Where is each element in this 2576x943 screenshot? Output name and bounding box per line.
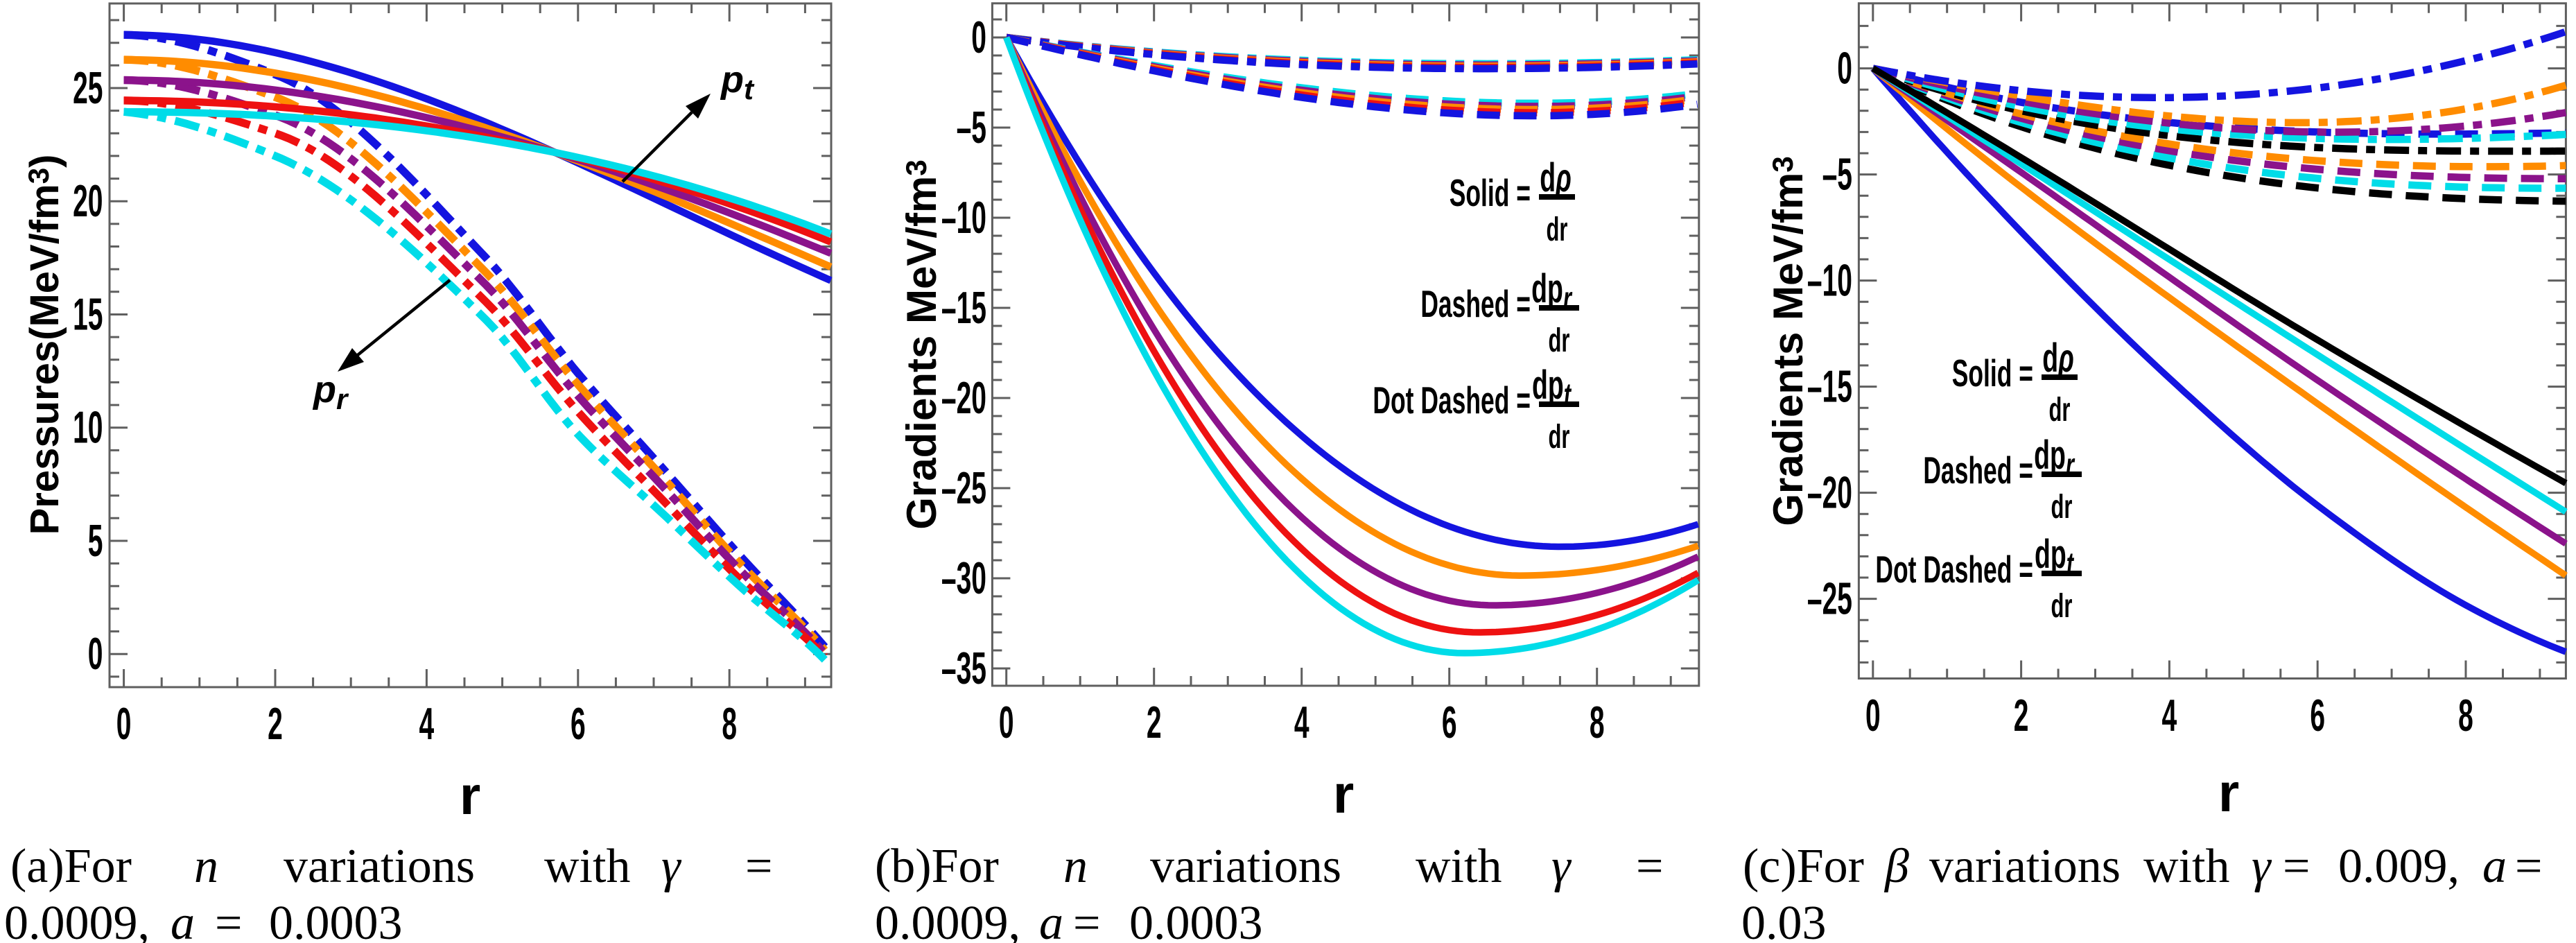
- svg-text:6: 6: [2310, 691, 2325, 741]
- svg-text:Gradients MeV/fm3: Gradients MeV/fm3: [1765, 156, 1811, 526]
- svg-text:β: β: [1883, 840, 1909, 893]
- svg-text:–5: –5: [957, 103, 986, 153]
- svg-text:γ: γ: [2252, 840, 2272, 893]
- svg-text:20: 20: [73, 176, 103, 227]
- svg-text:0.0003: 0.0003: [1129, 897, 1263, 943]
- svg-text:0: 0: [999, 698, 1014, 748]
- svg-text:8: 8: [2458, 691, 2473, 741]
- svg-text:(a)For: (a)For: [10, 840, 132, 893]
- svg-text:dr: dr: [1549, 417, 1570, 456]
- svg-text:0: 0: [88, 629, 103, 680]
- svg-text:5: 5: [88, 516, 103, 566]
- svg-text:0.0009,: 0.0009,: [875, 897, 1020, 943]
- svg-text:–25: –25: [1807, 573, 1852, 624]
- svg-text:(b)For: (b)For: [875, 840, 999, 893]
- svg-text:0.009,: 0.009,: [2338, 840, 2460, 893]
- svg-text:0.03: 0.03: [1741, 897, 1827, 943]
- svg-text:0: 0: [971, 12, 986, 63]
- svg-text:Pressures(MeV/fm3): Pressures(MeV/fm3): [22, 155, 67, 535]
- svg-text:10: 10: [73, 402, 103, 453]
- svg-text:Solid =: Solid =: [1952, 352, 2033, 395]
- svg-text:with: with: [1416, 840, 1502, 893]
- svg-text:0: 0: [116, 699, 132, 750]
- svg-text:dr: dr: [1549, 321, 1570, 359]
- svg-text:dr: dr: [1547, 210, 1568, 248]
- svg-text:=: =: [1073, 897, 1100, 943]
- svg-text:(c)For: (c)For: [1743, 840, 1864, 893]
- svg-text:–30: –30: [941, 553, 986, 604]
- svg-text:Dot Dashed =: Dot Dashed =: [1875, 548, 2033, 591]
- svg-text:γ: γ: [1551, 840, 1572, 893]
- svg-text:=: =: [745, 840, 772, 893]
- svg-text:15: 15: [73, 289, 103, 340]
- svg-text:25: 25: [73, 63, 103, 114]
- svg-text:4: 4: [419, 699, 435, 750]
- svg-text:–10: –10: [941, 193, 986, 243]
- svg-text:a: a: [2482, 840, 2507, 893]
- svg-text:a: a: [1039, 897, 1063, 943]
- svg-text:dr: dr: [2051, 487, 2073, 526]
- svg-text:Dot Dashed =: Dot Dashed =: [1373, 379, 1531, 422]
- svg-text:6: 6: [1442, 698, 1457, 748]
- svg-text:–10: –10: [1807, 255, 1852, 306]
- svg-text:–20: –20: [1807, 467, 1852, 518]
- svg-text:Solid =: Solid =: [1450, 171, 1531, 214]
- svg-text:Gradients MeV/fm3: Gradients MeV/fm3: [898, 159, 945, 529]
- svg-text:with: with: [2143, 840, 2229, 893]
- svg-text:n: n: [1063, 840, 1088, 893]
- svg-text:–20: –20: [941, 373, 986, 424]
- svg-text:4: 4: [1294, 698, 1309, 748]
- svg-text:8: 8: [1590, 698, 1605, 748]
- svg-text:8: 8: [722, 699, 737, 750]
- svg-text:=: =: [2283, 840, 2310, 893]
- svg-text:–15: –15: [1807, 361, 1852, 412]
- svg-text:r: r: [1333, 763, 1354, 824]
- svg-text:n: n: [194, 840, 218, 893]
- svg-text:0.0009,: 0.0009,: [4, 897, 150, 943]
- svg-text:dpr: dpr: [2034, 433, 2075, 484]
- svg-text:dρ: dρ: [1540, 156, 1572, 200]
- svg-text:variations: variations: [1929, 840, 2121, 893]
- svg-text:=: =: [215, 897, 242, 943]
- svg-text:dr: dr: [2049, 390, 2071, 429]
- svg-text:variations: variations: [1150, 840, 1341, 893]
- svg-text:6: 6: [571, 699, 586, 750]
- svg-text:2: 2: [2014, 691, 2029, 741]
- svg-text:–15: –15: [941, 283, 986, 334]
- svg-text:dr: dr: [2051, 587, 2073, 625]
- svg-text:r: r: [2218, 762, 2239, 823]
- svg-text:Dashed =: Dashed =: [1420, 282, 1531, 325]
- svg-text:2: 2: [1147, 698, 1162, 748]
- svg-text:Dashed =: Dashed =: [1923, 449, 2033, 492]
- svg-text:γ: γ: [661, 840, 682, 893]
- svg-text:r: r: [460, 765, 480, 826]
- svg-text:0: 0: [1865, 691, 1881, 741]
- svg-text:–5: –5: [1822, 149, 1852, 200]
- svg-text:=: =: [2515, 840, 2542, 893]
- svg-text:–35: –35: [941, 643, 986, 694]
- svg-text:0: 0: [1837, 43, 1852, 94]
- svg-text:=: =: [1636, 840, 1663, 893]
- svg-text:a: a: [171, 897, 195, 943]
- svg-text:variations: variations: [284, 840, 475, 893]
- svg-text:2: 2: [268, 699, 283, 750]
- svg-text:dρ: dρ: [2042, 336, 2074, 381]
- svg-text:with: with: [544, 840, 630, 893]
- svg-text:0.0003: 0.0003: [269, 897, 403, 943]
- svg-text:4: 4: [2162, 691, 2177, 741]
- svg-text:–25: –25: [941, 463, 986, 514]
